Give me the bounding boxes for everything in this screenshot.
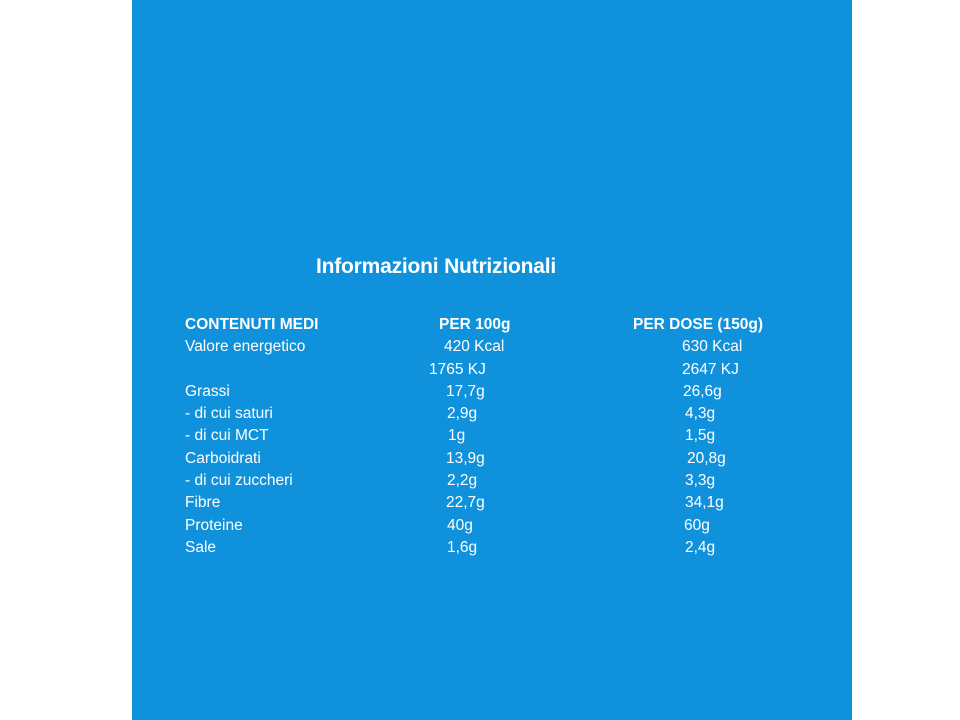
row-label: Grassi xyxy=(185,382,230,400)
row-label: - di cui zuccheri xyxy=(185,472,293,490)
row-per-dose: 60g xyxy=(684,516,710,534)
row-per-dose: 3,3g xyxy=(685,472,716,490)
row-label: - di cui saturi xyxy=(185,405,273,423)
row-per-100g: 40g xyxy=(447,516,473,534)
row-label: Fibre xyxy=(185,494,221,512)
row-per-100g: 2,2g xyxy=(447,472,478,490)
row-label: Proteine xyxy=(185,516,243,534)
header-per-dose: PER DOSE (150g) xyxy=(633,316,764,333)
row-per-100g: 17,7g xyxy=(446,382,485,400)
row-label: Sale xyxy=(185,538,217,556)
row-per-dose: 26,6g xyxy=(683,382,722,400)
nutrition-panel: Informazioni Nutrizionali CONTENUTI MEDI… xyxy=(132,0,852,720)
row-per-100g: 1,6g xyxy=(447,538,478,556)
row-per-100g: 13,9g xyxy=(446,449,485,467)
row-label: - di cui MCT xyxy=(185,427,269,445)
row-per-100g: 2,9g xyxy=(447,405,478,423)
header-per-100g: PER 100g xyxy=(439,316,511,333)
row-per-100g: 1765 KJ xyxy=(429,360,486,378)
row-per-dose: 2647 KJ xyxy=(682,360,739,378)
row-per-dose: 1,5g xyxy=(685,427,716,445)
row-per-dose: 34,1g xyxy=(685,494,724,512)
header-contenuti-medi: CONTENUTI MEDI xyxy=(185,316,319,333)
row-label: Carboidrati xyxy=(185,449,261,467)
row-per-dose: 20,8g xyxy=(687,449,726,467)
row-per-100g: 22,7g xyxy=(446,494,485,512)
row-per-100g: 1g xyxy=(448,427,466,445)
row-per-dose: 2,4g xyxy=(685,538,716,556)
row-label: Valore energetico xyxy=(185,338,306,356)
row-per-100g: 420 Kcal xyxy=(444,338,505,356)
page-title: Informazioni Nutrizionali xyxy=(316,255,556,278)
row-per-dose: 4,3g xyxy=(685,405,716,423)
row-per-dose: 630 Kcal xyxy=(682,338,743,356)
